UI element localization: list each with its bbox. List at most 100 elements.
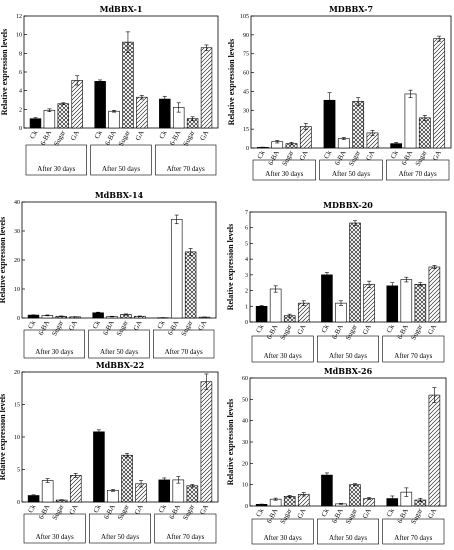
y-axis-label: Relative expression levels [0, 217, 7, 304]
chart-title: MDBBX-7 [329, 4, 373, 14]
category-label: Sugar [347, 149, 362, 168]
bar [352, 101, 365, 149]
category-label: GA [361, 507, 373, 520]
y-tick-label: 0 [17, 316, 20, 322]
bar [41, 480, 54, 503]
group-box [251, 335, 314, 363]
y-tick-label: 30 [243, 108, 249, 114]
category-label: Sugar [117, 129, 132, 148]
bar [321, 474, 333, 507]
category-label: Sugar [344, 323, 359, 342]
y-tick-label: 12 [16, 14, 22, 20]
category-label: GA [296, 507, 308, 520]
category-label: Sugar [180, 319, 195, 338]
group-label: After 30 days [264, 352, 302, 360]
bar [414, 283, 427, 323]
group-label: After 30 days [35, 348, 73, 356]
bar [94, 81, 106, 129]
group-box [154, 513, 217, 544]
group-label: After 30 days [265, 170, 303, 178]
category-label: Sugar [409, 507, 424, 526]
y-tick-label: 1 [245, 304, 248, 310]
chart-title: MdBBX-14 [95, 190, 144, 200]
group-label: After 50 days [100, 348, 138, 356]
bar [418, 117, 431, 149]
y-tick-label: 2 [19, 107, 22, 113]
chart-panel: MdBBX-14 Relative expression levels 0 10 20 3… [0, 190, 217, 359]
y-tick-label: 0 [245, 320, 248, 326]
y-tick-label: 105 [240, 14, 249, 20]
group-box [317, 518, 379, 545]
chart-title: MdBBX-26 [324, 366, 373, 376]
chart-panel: MdBBX-26 Relative expression levels 0 10 20 3… [226, 366, 447, 545]
bar [297, 302, 310, 323]
group-box [386, 159, 450, 181]
bar [321, 274, 333, 323]
category-label: Ck [254, 323, 265, 334]
category-label: 6-BA [168, 129, 182, 146]
category-label: 6-BA [166, 319, 180, 336]
group-label: After 50 days [329, 534, 367, 542]
category-label: GA [69, 129, 81, 142]
category-label: GA [198, 503, 210, 516]
bar [335, 302, 347, 323]
category-label: Ck [156, 319, 167, 330]
category-label: 6-BA [37, 503, 51, 520]
category-label: Sugar [182, 129, 197, 148]
group-box [317, 335, 379, 363]
group-label: After 30 days [264, 534, 302, 542]
category-label: GA [132, 319, 144, 332]
category-label: Ck [26, 319, 37, 330]
category-label: GA [68, 503, 80, 516]
group-box [382, 335, 445, 363]
category-label: GA [67, 319, 79, 332]
category-label: GA [198, 129, 210, 142]
y-tick-label: 20 [14, 370, 20, 376]
category-label: GA [134, 129, 146, 142]
category-label: GA [426, 323, 438, 336]
y-tick-label: 3 [245, 273, 248, 279]
bar [200, 381, 213, 503]
bar [337, 138, 350, 149]
group-box [25, 144, 87, 176]
category-label: Ck [157, 503, 168, 514]
group-label: After 70 days [166, 533, 204, 541]
y-tick-label: 50 [242, 397, 248, 403]
y-axis-label: Relative expression levels [0, 394, 7, 481]
category-label: Ck [158, 129, 169, 140]
y-tick-label: 5 [17, 468, 20, 474]
category-label: Ck [385, 323, 396, 334]
bar [107, 489, 119, 503]
group-label: After 50 days [102, 165, 140, 173]
category-label: Sugar [409, 323, 424, 342]
category-label: Sugar [52, 129, 67, 148]
bar [27, 495, 40, 503]
y-tick-label: 15 [243, 127, 249, 133]
category-label: 6-BA [265, 507, 279, 524]
y-tick-label: 60 [242, 376, 248, 382]
category-label: Sugar [181, 503, 196, 522]
y-tick-label: 40 [14, 200, 20, 206]
category-label: Ck [320, 323, 331, 334]
category-label: 6-BA [333, 149, 347, 166]
category-label: 6-BA [396, 507, 410, 524]
chart-title: MDBBX-20 [323, 200, 373, 210]
bar [283, 496, 296, 507]
y-tick-label: 40 [242, 419, 248, 425]
category-label: 6-BA [400, 149, 414, 166]
bar [428, 394, 441, 507]
bar [363, 283, 375, 323]
bar [349, 222, 361, 323]
bar [158, 479, 171, 503]
group-box [153, 329, 215, 359]
y-tick-label: 0 [19, 126, 22, 132]
chart-panel: MdBBX-22 Relative expression levels 0 5 10 15… [0, 360, 219, 544]
y-axis-label: Relative expression levels [226, 399, 235, 486]
bar [121, 454, 133, 503]
bar [269, 288, 282, 323]
y-axis-label: Relative expression levels [226, 224, 235, 311]
y-tick-label: 0 [245, 504, 248, 510]
bar [71, 80, 83, 129]
group-label: After 30 days [36, 533, 74, 541]
